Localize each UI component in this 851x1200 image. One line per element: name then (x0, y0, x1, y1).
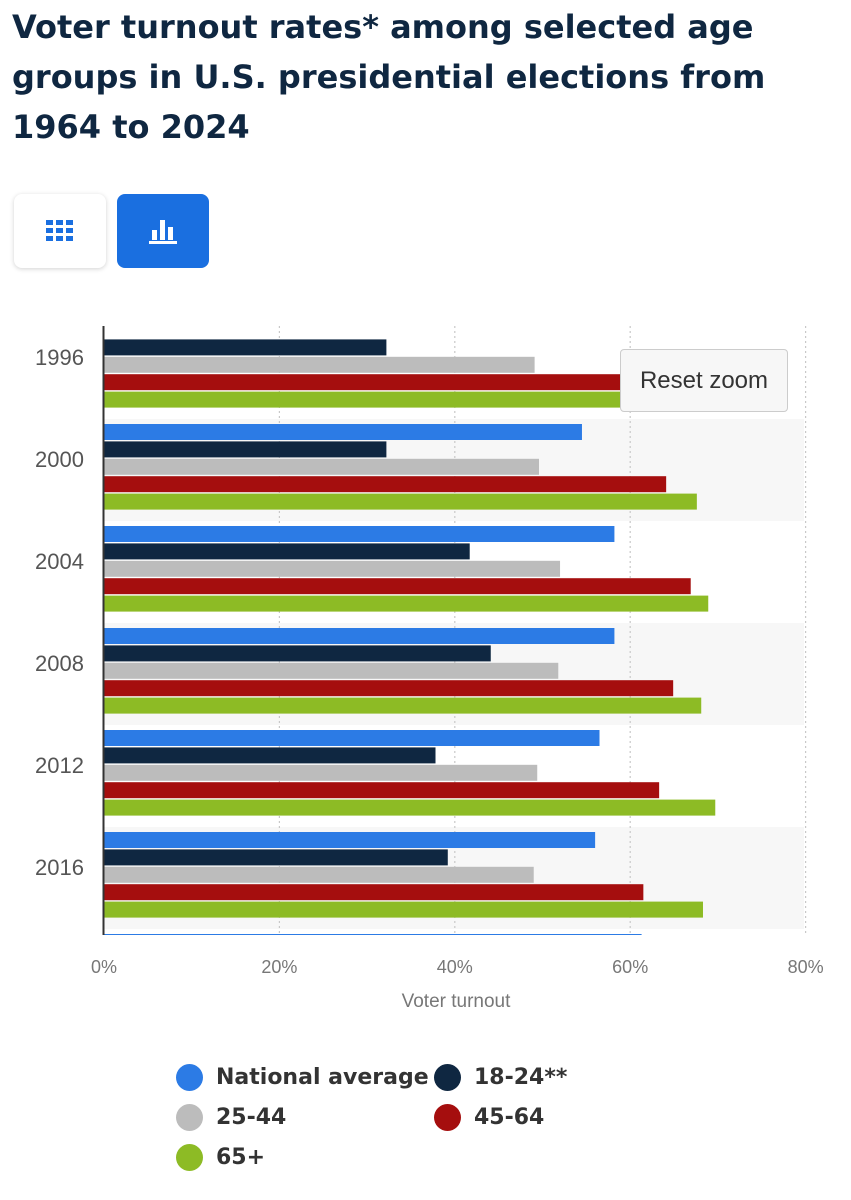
legend-label: 65+ (216, 1145, 266, 1170)
bar-45-64-2004[interactable] (104, 578, 691, 595)
bar-18-24--2016[interactable] (104, 849, 448, 866)
bar-25-44-2000[interactable] (104, 458, 539, 475)
table-grid-icon (46, 220, 73, 241)
bar-18-24--2004[interactable] (104, 543, 470, 560)
category-label: 2004 (35, 549, 84, 574)
bar-25-44-2004[interactable] (104, 560, 561, 577)
bar-national-average-2004[interactable] (104, 526, 615, 542)
bar-45-64-2000[interactable] (104, 476, 667, 493)
legend-item[interactable]: 25-44 (176, 1104, 286, 1131)
bar-national-average-2016[interactable] (104, 832, 596, 848)
x-axis-title: Voter turnout (402, 991, 512, 1012)
bar-national-average-2020[interactable] (104, 934, 642, 950)
bar-65--2000[interactable] (104, 493, 697, 510)
chart-view-button[interactable] (117, 194, 209, 268)
bar-18-24--1996[interactable] (104, 339, 387, 356)
legend-item[interactable]: 18-24** (434, 1064, 567, 1091)
category-label: 2016 (35, 855, 84, 880)
legend-item[interactable]: 65+ (176, 1144, 265, 1171)
x-tick-label: 40% (437, 957, 473, 977)
bar-18-24--2000[interactable] (104, 441, 387, 458)
bar-45-64-2008[interactable] (104, 680, 674, 697)
category-label: 2012 (35, 753, 84, 778)
bar-65--2012[interactable] (104, 799, 716, 816)
bar-chart-icon (149, 220, 177, 244)
legend-marker-icon (176, 1064, 203, 1091)
bar-18-24--2008[interactable] (104, 645, 491, 662)
table-view-button[interactable] (14, 194, 106, 268)
legend-label: 25-44 (216, 1105, 287, 1130)
bar-18-24--2012[interactable] (104, 747, 436, 764)
bar-45-64-1996[interactable] (104, 374, 667, 391)
legend-item[interactable]: 45-64 (434, 1104, 544, 1131)
x-tick-label: 20% (261, 957, 297, 977)
bar-national-average-2000[interactable] (104, 424, 582, 440)
page-title: Voter turnout rates* among selected age … (12, 8, 766, 146)
bar-chart[interactable]: 1996 2000 2004 2008 2012 2016 0% 20% 40% 60% 80% Vo… (0, 300, 851, 1020)
legend-label: National average (216, 1065, 429, 1090)
bar-65--2016[interactable] (104, 901, 703, 918)
bar-45-64-2016[interactable] (104, 884, 644, 901)
x-tick-label: 60% (612, 957, 648, 977)
bar-25-44-2012[interactable] (104, 764, 538, 781)
bar-national-average-2012[interactable] (104, 730, 600, 746)
bar-25-44-1996[interactable] (104, 356, 535, 373)
legend-label: 45-64 (474, 1105, 545, 1130)
legend-marker-icon (434, 1064, 461, 1091)
reset-zoom-button[interactable]: Reset zoom (620, 349, 788, 412)
bar-65--2004[interactable] (104, 595, 709, 612)
bar-national-average-2008[interactable] (104, 628, 615, 644)
legend-marker-icon (434, 1104, 461, 1131)
bar-45-64-2012[interactable] (104, 782, 660, 799)
legend-marker-icon (176, 1144, 203, 1171)
legend-label: 18-24** (474, 1065, 568, 1090)
legend: National average 18-24** 25-44 45-64 65+ (176, 1064, 676, 1184)
category-label: 2008 (35, 651, 84, 676)
x-tick-label: 80% (788, 957, 824, 977)
x-tick-label: 0% (91, 957, 117, 977)
bar-65--1996[interactable] (104, 391, 692, 408)
legend-marker-icon (176, 1104, 203, 1131)
category-label: 1996 (35, 345, 84, 370)
bar-25-44-2008[interactable] (104, 662, 559, 679)
bar-25-44-2016[interactable] (104, 866, 534, 883)
legend-item[interactable]: National average (176, 1064, 429, 1091)
bar-65--2008[interactable] (104, 697, 702, 714)
category-label: 2000 (35, 447, 84, 472)
